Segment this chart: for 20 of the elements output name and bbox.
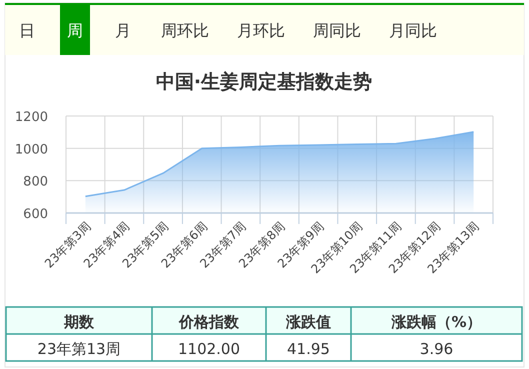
category-label: 期数 bbox=[63, 313, 95, 331]
y-tick-label: 800 bbox=[23, 174, 48, 190]
category-label: 日 bbox=[19, 21, 35, 40]
category-label: 周同比 bbox=[313, 21, 361, 40]
text: 23年第13周 bbox=[37, 340, 121, 358]
category-label: 月环比 bbox=[237, 21, 285, 40]
text: 3.96 bbox=[420, 340, 454, 358]
category-label: 涨跌幅（%） bbox=[390, 313, 482, 331]
category-label: 周 bbox=[67, 21, 83, 40]
chart-title: 中国·生姜周定基指数走势 bbox=[156, 71, 372, 93]
category-label: 价格指数 bbox=[178, 313, 240, 331]
category-label: 月同比 bbox=[389, 21, 437, 40]
y-tick-label: 600 bbox=[23, 207, 48, 222]
text: 41.95 bbox=[287, 340, 330, 358]
y-tick-label: 1000 bbox=[14, 142, 48, 158]
category-label: 月 bbox=[115, 21, 131, 40]
category-label: 涨跌值 bbox=[285, 313, 331, 331]
text: 1102.00 bbox=[178, 340, 240, 358]
category-label: 周环比 bbox=[161, 21, 209, 40]
y-tick-label: 1200 bbox=[14, 110, 48, 125]
